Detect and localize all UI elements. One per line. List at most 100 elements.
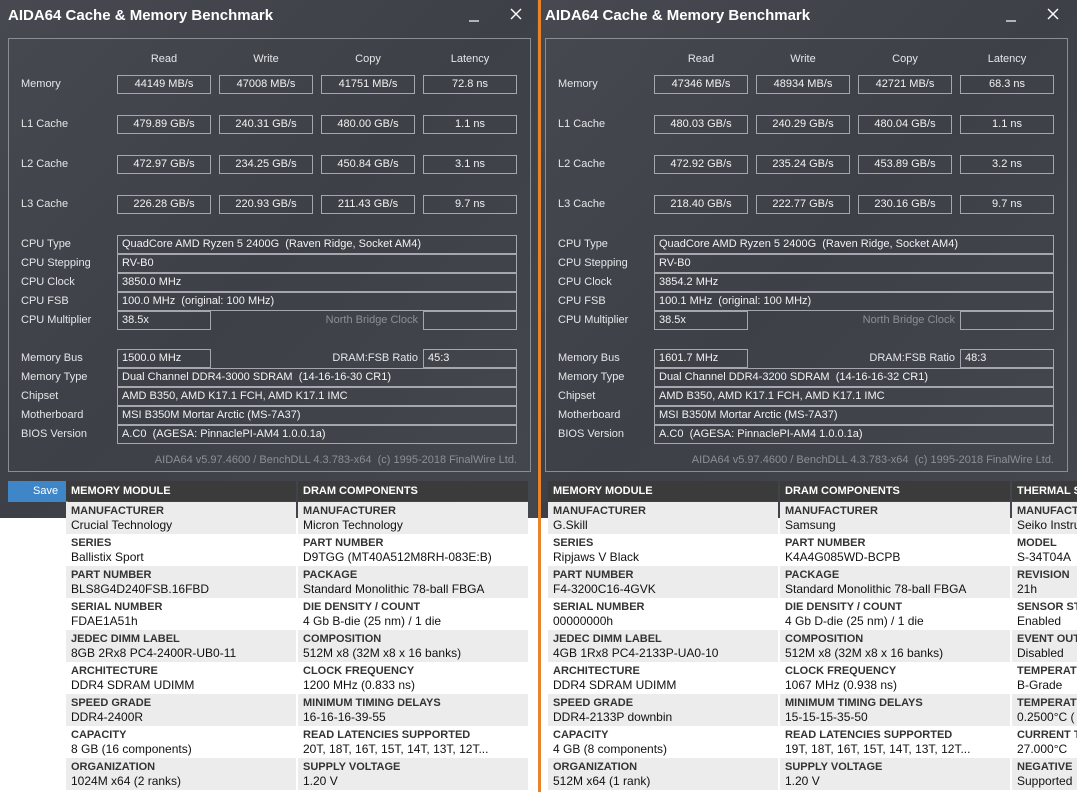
minimize-button[interactable]: [1004, 10, 1018, 24]
table-cell: CLOCK FREQUENCY 1067 MHz (0.938 ns): [780, 662, 1010, 694]
spd-table: MEMORY MODULE MANUFACTURER G.Skill SERIES Ri…: [548, 481, 1077, 792]
bench-value: 3.2 ns: [960, 155, 1054, 174]
cell-value: 16-16-16-39-55: [303, 710, 386, 724]
info-label: Chipset: [21, 390, 59, 402]
table-cell: SERIES Ballistix Sport: [66, 534, 296, 566]
cell-value: 512M x8 (32M x8 x 16 banks): [303, 646, 462, 660]
table-cell: ORGANIZATION 1024M x64 (2 ranks): [66, 758, 296, 790]
cell-label: CAPACITY: [553, 729, 609, 741]
cell-value: Enabled: [1017, 614, 1062, 628]
cell-value: DDR4-2400R: [71, 710, 144, 724]
cell-value: 1.20 V: [303, 774, 338, 788]
minimize-button[interactable]: [467, 10, 481, 24]
table-cell: MINIMUM TIMING DELAYS 16-16-16-39-55: [298, 694, 528, 726]
save-button[interactable]: Save: [8, 481, 68, 502]
bench-value: 472.97 GB/s: [117, 155, 211, 174]
bench-value: 218.40 GB/s: [654, 195, 748, 214]
table-header: MEMORY MODULE: [66, 481, 296, 501]
info-value: A.C0 (AGESA: PinnaclePI-AM4 1.0.0.1a): [117, 425, 517, 444]
table-cell: PACKAGE Standard Monolithic 78-ball FBGA: [298, 566, 528, 598]
bench-value: 480.04 GB/s: [858, 115, 952, 134]
close-button[interactable]: [1046, 7, 1060, 21]
cell-value: Seiko Instru: [1017, 518, 1077, 532]
bench-value: 72.8 ns: [423, 75, 517, 94]
column-header: Latency: [450, 53, 490, 65]
column-header: Write: [253, 53, 279, 65]
table-cell: TEMPERAT 0.2500°C (: [1012, 694, 1077, 726]
table-cell: TEMPERAT B-Grade: [1012, 662, 1077, 694]
bench-value: 480.03 GB/s: [654, 115, 748, 134]
info-label: CPU Type: [21, 238, 71, 250]
cell-label: SPEED GRADE: [553, 697, 634, 709]
cell-label: ORGANIZATION: [553, 761, 638, 773]
info-label: North Bridge Clock: [325, 314, 418, 326]
info-label: CPU Clock: [558, 276, 612, 288]
table-cell: REVISION 21h: [1012, 566, 1077, 598]
bench-value: 240.31 GB/s: [219, 115, 313, 134]
cell-value: 20T, 18T, 16T, 15T, 14T, 13T, 12T...: [303, 742, 489, 756]
cell-value: 15-15-15-35-50: [785, 710, 868, 724]
bench-value: 47346 MB/s: [654, 75, 748, 94]
bench-value: 240.29 GB/s: [756, 115, 850, 134]
cell-label: MANUFACTURER: [553, 505, 646, 517]
table-cell: ORGANIZATION 512M x64 (1 rank): [548, 758, 778, 790]
cell-label: MANUFACTURER: [785, 505, 878, 517]
bench-value: 1.1 ns: [423, 115, 517, 134]
bench-value: 41751 MB/s: [321, 75, 415, 94]
info-value: AMD B350, AMD K17.1 FCH, AMD K17.1 IMC: [654, 387, 1054, 406]
info-value: 1500.0 MHz: [117, 349, 211, 368]
bench-value: 9.7 ns: [423, 195, 517, 214]
cell-label: COMPOSITION: [303, 633, 382, 645]
cell-label: CURRENT T: [1017, 729, 1077, 741]
info-label: Memory Bus: [21, 352, 83, 364]
cell-label: SERIES: [71, 537, 112, 549]
cell-label: ARCHITECTURE: [71, 665, 158, 677]
cell-value: 8GB 2Rx8 PC4-2400R-UB0-11: [71, 646, 237, 660]
cell-label: SENSOR ST: [1017, 601, 1077, 613]
table-cell: SERIES Ripjaws V Black: [548, 534, 778, 566]
cell-value: 512M x8 (32M x8 x 16 banks): [785, 646, 944, 660]
benchmark-window: AIDA64 Cache & Memory Benchmark Read Write…: [0, 0, 538, 518]
table-header: MEMORY MODULE: [548, 481, 778, 501]
benchmark-window: AIDA64 Cache & Memory Benchmark Read Write…: [537, 0, 1077, 518]
table-cell: JEDEC DIMM LABEL 4GB 1Rx8 PC4-2133P-UA0-1…: [548, 630, 778, 662]
info-label: Memory Type: [558, 371, 625, 383]
spd-table: MEMORY MODULE MANUFACTURER Crucial Technol…: [66, 481, 528, 792]
cell-value: 0.2500°C (: [1017, 710, 1075, 724]
info-label: BIOS Version: [558, 428, 625, 440]
footer-text: AIDA64 v5.97.4600 / BenchDLL 4.3.783-x64…: [691, 454, 1054, 466]
bench-value: 226.28 GB/s: [117, 195, 211, 214]
row-label: L2 Cache: [21, 158, 69, 170]
cell-value: 21h: [1017, 582, 1038, 596]
cell-value: Standard Monolithic 78-ball FBGA: [785, 582, 967, 596]
table-cell: SERIAL NUMBER 00000000h: [548, 598, 778, 630]
info-value: 3850.0 MHz: [117, 273, 517, 292]
footer-text: AIDA64 v5.97.4600 / BenchDLL 4.3.783-x64…: [154, 454, 517, 466]
table-cell: CAPACITY 4 GB (8 components): [548, 726, 778, 758]
bench-value: 480.00 GB/s: [321, 115, 415, 134]
cell-label: SERIAL NUMBER: [553, 601, 645, 613]
cell-value: 27.000°C: [1017, 742, 1068, 756]
info-value: 48:3: [960, 349, 1054, 368]
cell-value: Samsung: [785, 518, 836, 532]
info-value: QuadCore AMD Ryzen 5 2400G (Raven Ridge,…: [654, 235, 1054, 254]
cell-label: SERIES: [553, 537, 594, 549]
close-button[interactable]: [509, 7, 523, 21]
table-cell: CAPACITY 8 GB (16 components): [66, 726, 296, 758]
table-cell: PACKAGE Standard Monolithic 78-ball FBGA: [780, 566, 1010, 598]
column-header: Read: [150, 53, 178, 65]
cell-label: JEDEC DIMM LABEL: [71, 633, 180, 645]
cell-value: FDAE1A51h: [71, 614, 138, 628]
row-label: Memory: [558, 78, 598, 90]
cell-label: SUPPLY VOLTAGE: [785, 761, 883, 773]
cell-label: PART NUMBER: [553, 569, 634, 581]
table-cell: SENSOR ST Enabled: [1012, 598, 1077, 630]
info-value: 100.0 MHz (original: 100 MHz): [117, 292, 517, 311]
cell-label: TEMPERAT: [1017, 665, 1077, 677]
table-cell: JEDEC DIMM LABEL 8GB 2Rx8 PC4-2400R-UB0-1…: [66, 630, 296, 662]
bench-value: 211.43 GB/s: [321, 195, 415, 214]
info-value-empty: [423, 311, 517, 330]
cell-value: Ripjaws V Black: [553, 550, 640, 564]
cell-label: DIE DENSITY / COUNT: [785, 601, 903, 613]
cell-label: REVISION: [1017, 569, 1070, 581]
